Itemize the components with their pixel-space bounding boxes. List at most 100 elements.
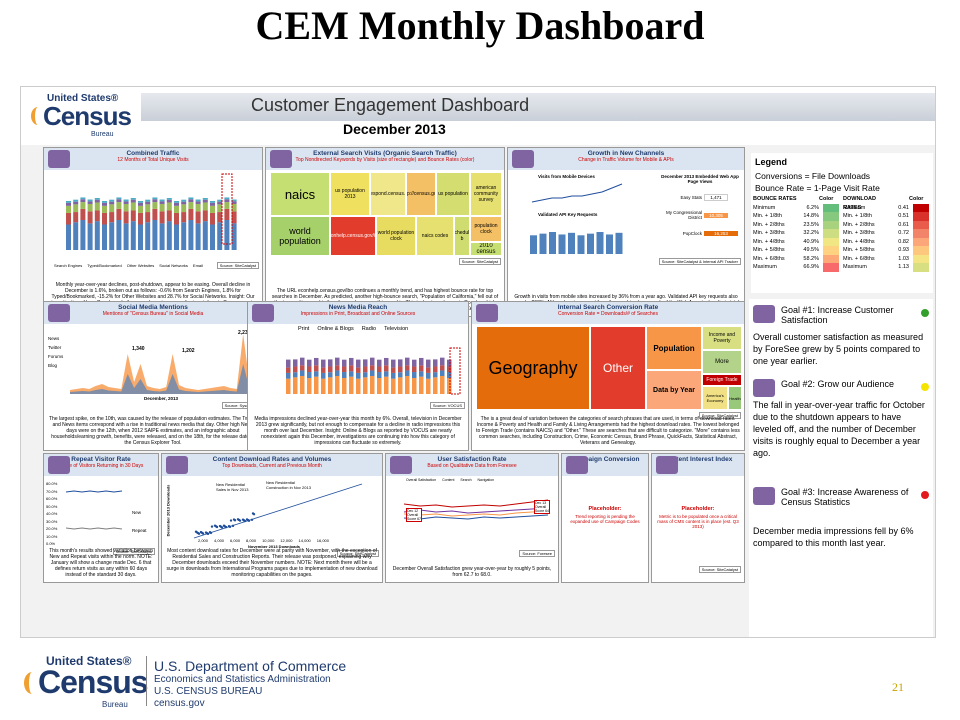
combined-traffic-chart (66, 173, 237, 250)
bar (116, 220, 122, 250)
growth-title: Growth in New Channels (587, 150, 665, 157)
bar (145, 201, 151, 205)
bar (419, 371, 424, 377)
traffic-icon (48, 150, 70, 168)
legend-line: Bounce Rate = 1-Page Visit Rate (755, 183, 880, 193)
treemap-cell-geography: Geography (476, 326, 590, 410)
combined-traffic-title: Combined Traffic (126, 150, 180, 157)
bar (356, 378, 361, 394)
bar (307, 372, 312, 379)
treemap-cell-other: Other (590, 326, 646, 410)
web-app-value: 1,471 (704, 193, 728, 201)
growth-icon (512, 150, 534, 168)
bar (94, 198, 100, 200)
rate-value: 1.03 (898, 255, 909, 262)
bar (314, 371, 319, 377)
web-app-label: Easy Stats (680, 194, 702, 200)
bar (80, 208, 86, 220)
bar (116, 208, 122, 220)
bar (116, 202, 122, 209)
bar (370, 365, 375, 371)
bar (210, 205, 215, 213)
download-subtitle: Top Downloads, Current and Previous Mont… (222, 463, 322, 469)
bar (314, 376, 319, 394)
bar (349, 365, 354, 372)
rate-value: 58.2% (803, 255, 819, 262)
bar (202, 221, 208, 250)
bar (314, 357, 319, 366)
interest-placeholder-title: Placeholder: (681, 506, 715, 512)
bar (130, 202, 136, 211)
bar (433, 377, 438, 394)
internal-search-title: Internal Search Conversion Rate (557, 304, 659, 311)
bar (87, 199, 93, 202)
y-tick: 0.0% (46, 541, 56, 546)
legend-line: Conversions = File Downloads (755, 171, 871, 181)
rate-value: 6.2% (806, 204, 819, 211)
rate-row: Min. + 5/8ths 0.93 (843, 246, 929, 255)
bar (606, 234, 613, 254)
rate-row: Minimum 6.2% (753, 203, 839, 212)
goal-1-title: Goal #1: Increase Customer Satisfaction (781, 305, 894, 325)
dashboard-image: United States® Census Bureau Customer En… (20, 86, 936, 638)
x-tick: 2,000 (198, 538, 209, 543)
bar (102, 201, 107, 203)
footer-line: Economics and Statistics Administration (154, 674, 331, 685)
external-search-panel: External Search Visits (Organic Search T… (265, 147, 505, 317)
rate-value: 23.5% (803, 221, 819, 228)
rate-row: Min. + 6/8ths 1.03 (843, 254, 929, 263)
mobile-label: Visits from Mobile Devices (538, 174, 595, 179)
campaign-panel: Campaign Conversion Placeholder: Trend r… (561, 453, 649, 583)
rate-label: Min. + 1/8th (843, 213, 872, 219)
bar (174, 212, 179, 225)
social-x-label: December, 2013 (144, 396, 179, 401)
bar (398, 359, 403, 367)
satisfaction-callout: Dec 13 Overall Score 64 (534, 500, 550, 514)
bar (66, 224, 71, 250)
rate-row: Min. + 4/8ths 40.9% (753, 237, 839, 246)
web-app-title: December 2013 Embedded Web App Page View… (661, 174, 739, 184)
satisfaction-legend: Overall Satisfaction Content Search Navi… (406, 478, 494, 482)
internal-search-text: The is a great deal of variation between… (476, 416, 740, 446)
treemap-cell: Data by Year (646, 370, 702, 410)
rate-color-swatch (823, 263, 839, 272)
social-icon (48, 304, 70, 322)
growth-subtitle: Change in Traffic Volume for Mobile & AP… (578, 157, 674, 163)
bar (300, 365, 305, 371)
treemap-cell: us population 2013 (330, 172, 370, 216)
bar (307, 378, 312, 394)
bar (145, 222, 151, 250)
bar (377, 359, 382, 367)
bar (231, 211, 237, 224)
bar (174, 202, 179, 206)
rate-color-swatch (823, 237, 839, 246)
dashboard-title-band: Customer Engagement Dashboard (141, 93, 935, 121)
bar (426, 359, 431, 368)
bar (398, 377, 403, 394)
bar (398, 372, 403, 378)
bar (447, 359, 452, 367)
repeat-title: Repeat Visitor Rate (71, 456, 131, 463)
legend-typed: Typed/Bookmarked (87, 263, 122, 268)
bar (195, 203, 201, 212)
bar (224, 197, 230, 200)
external-search-source: Source: SiteCatalyst (458, 258, 501, 265)
bar (391, 378, 396, 394)
bar (433, 366, 438, 373)
bar (377, 372, 382, 379)
bar (210, 212, 215, 225)
bar (94, 210, 100, 222)
x-tick: 16,000 (316, 538, 329, 543)
scatter-point (231, 524, 235, 528)
bar (335, 357, 340, 366)
footer-line: U.S. CENSUS BUREAU (154, 686, 263, 697)
rate-row: Minimum 0.41 (843, 203, 929, 212)
footer-logo-top: United States® (46, 654, 132, 668)
x-tick: 4,000 (214, 538, 225, 543)
bar (109, 199, 115, 202)
legend-news: News (48, 336, 60, 341)
legend-search: Search (460, 478, 472, 482)
repeat-source: Source: SiteCatalyst (112, 548, 155, 555)
rate-row: Min. + 6/8ths 58.2% (753, 254, 839, 263)
goal-2-title: Goal #2: Grow our Audience (781, 379, 895, 389)
